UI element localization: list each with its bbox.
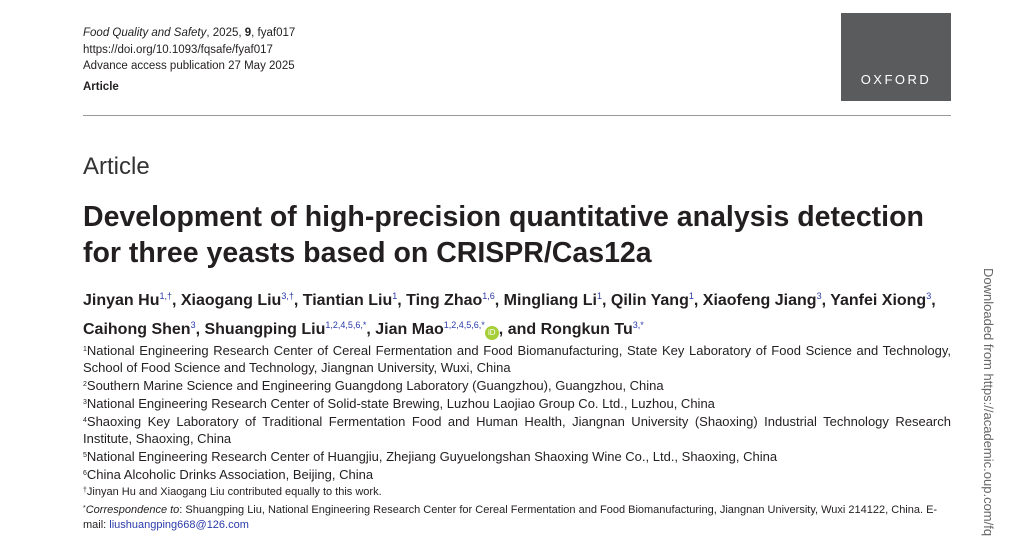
affiliation: 6China Alcoholic Drinks Association, Bei…	[83, 465, 951, 483]
author[interactable]: Rongkun Tu	[540, 321, 633, 338]
correspondence-note: *Correspondence to: Shuangping Liu, Nati…	[83, 501, 951, 534]
affiliation-number: 3	[83, 399, 87, 406]
affiliation: 4Shaoxing Key Laboratory of Traditional …	[83, 412, 951, 447]
logo-text: OXFORD	[860, 72, 932, 87]
author[interactable]: Ting Zhao	[406, 292, 483, 309]
affiliation-text: Shaoxing Key Laboratory of Traditional F…	[83, 414, 951, 446]
author[interactable]: Tiantian Liu	[302, 292, 393, 309]
author[interactable]: Yanfei Xiong	[830, 292, 927, 309]
year: , 2025,	[206, 27, 245, 39]
volume: 9	[244, 27, 252, 39]
affiliation: 1National Engineering Research Center of…	[83, 341, 951, 376]
author-affiliation-sup[interactable]: 1	[597, 291, 603, 301]
corr-text: : Shuangping Liu, National Engineering R…	[83, 503, 938, 532]
author[interactable]: Xiaofeng Jiang	[702, 292, 817, 309]
author-affiliation-sup[interactable]: 3	[190, 320, 196, 330]
footnotes: †Jinyan Hu and Xiaogang Liu contributed …	[83, 483, 951, 534]
journal-header: Food Quality and Safety, 2025, 9, fyaf01…	[83, 25, 295, 95]
dagger-mark: †	[83, 487, 87, 494]
oxford-logo[interactable]: OXFORD	[841, 13, 951, 101]
and-text: and	[507, 321, 537, 338]
author[interactable]: Xiaogang Liu	[180, 292, 282, 309]
affiliation-text: Southern Marine Science and Engineering …	[86, 378, 664, 393]
divider	[83, 115, 951, 116]
article-id: , fyaf017	[251, 27, 296, 39]
affiliation-text: National Engineering Research Center of …	[86, 449, 778, 464]
affiliation-number: 5	[83, 452, 87, 459]
affiliation: 5National Engineering Research Center of…	[83, 447, 951, 465]
author-affiliation-sup[interactable]: 1,2,4,5,6,*	[325, 320, 367, 330]
publication-date: Advance access publication 27 May 2025	[83, 60, 295, 72]
affiliation-text: China Alcoholic Drinks Association, Beij…	[86, 467, 374, 482]
article-type: Article	[83, 153, 150, 180]
affiliation-number: 6	[83, 470, 87, 477]
author-affiliation-sup[interactable]: 1	[392, 291, 398, 301]
author[interactable]: Jian Mao	[375, 321, 444, 338]
author-affiliation-sup[interactable]: 3,†	[281, 291, 294, 301]
affiliation: 2Southern Marine Science and Engineering…	[83, 376, 951, 394]
orcid-icon[interactable]: iD	[484, 326, 499, 340]
equal-contribution-note: †Jinyan Hu and Xiaogang Liu contributed …	[83, 483, 951, 501]
author-affiliation-sup[interactable]: 1,6	[482, 291, 495, 301]
affiliation-number: 4	[83, 417, 87, 424]
author-affiliation-sup[interactable]: 1	[688, 291, 694, 301]
download-watermark: Downloaded from https://academic.oup.com…	[981, 268, 996, 537]
email-link[interactable]: liushuangping668@126.com	[109, 519, 249, 531]
corr-label: Correspondence to	[85, 503, 180, 516]
author-list: Jinyan Hu1,†, Xiaogang Liu3,†, Tiantian …	[83, 291, 936, 340]
author[interactable]: Shuangping Liu	[204, 321, 326, 338]
author[interactable]: Mingliang Li	[503, 292, 597, 309]
affiliation-number: 1	[83, 346, 87, 353]
header-article-type: Article	[83, 80, 119, 93]
equal-text: Jinyan Hu and Xiaogang Liu contributed e…	[86, 486, 382, 498]
author-affiliation-sup[interactable]: 3,*	[632, 320, 644, 330]
author-affiliation-sup[interactable]: 1,2,4,5,6,*	[443, 320, 485, 330]
doi-link[interactable]: https://doi.org/10.1093/fqsafe/fyaf017	[83, 43, 273, 56]
affiliation-text: National Engineering Research Center of …	[83, 343, 951, 375]
journal-name: Food Quality and Safety	[83, 27, 207, 39]
affiliation-number: 2	[83, 381, 87, 388]
affiliation-text: National Engineering Research Center of …	[86, 396, 715, 411]
author[interactable]: Jinyan Hu	[83, 292, 160, 309]
asterisk-mark: *	[83, 504, 86, 512]
author[interactable]: Qilin Yang	[610, 292, 689, 309]
article-title: Development of high-precision quantitati…	[83, 201, 924, 269]
author-affiliation-sup[interactable]: 1,†	[159, 291, 172, 301]
author[interactable]: Caihong Shen	[83, 321, 191, 338]
affiliation: 3National Engineering Research Center of…	[83, 394, 951, 412]
affiliations: 1National Engineering Research Center of…	[83, 341, 951, 483]
author-affiliation-sup[interactable]: 3	[816, 291, 822, 301]
author-affiliation-sup[interactable]: 3	[926, 291, 932, 301]
